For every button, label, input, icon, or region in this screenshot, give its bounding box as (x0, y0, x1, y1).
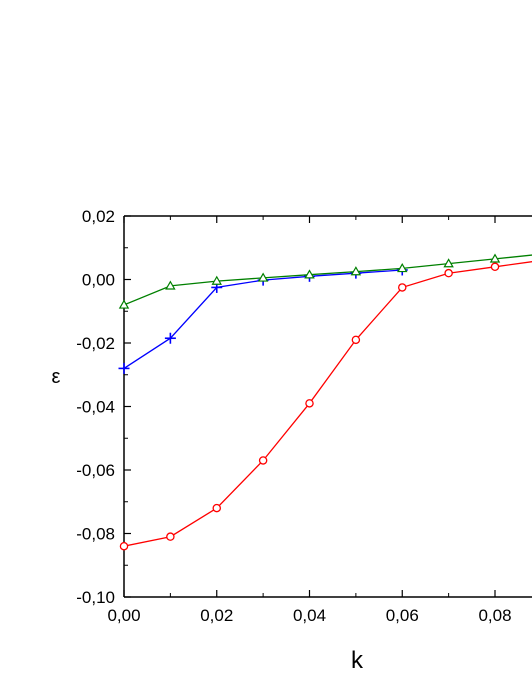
data-point-circle (258, 456, 268, 465)
data-point-triangle (257, 272, 269, 282)
data-point-plus (164, 332, 176, 344)
data-point-circle (119, 541, 129, 551)
series-triangle (118, 253, 532, 309)
x-tick-label: 0,08 (478, 606, 511, 625)
data-point-triangle (489, 253, 501, 263)
y-tick-label: -0,02 (76, 334, 115, 353)
data-point-triangle (118, 299, 130, 309)
data-point-circle (397, 283, 407, 292)
x-tick-label: 0,06 (386, 606, 419, 625)
data-point-plus (118, 362, 130, 374)
y-tick-label: -0,10 (76, 588, 115, 607)
data-point-triangle (165, 280, 176, 290)
x-tick-label: 0,02 (200, 606, 233, 625)
series-line (123, 254, 532, 306)
data-point-circle (490, 262, 500, 272)
x-tick-label: 0,00 (107, 606, 140, 625)
series-circle (119, 261, 532, 551)
data-point-circle (166, 532, 175, 541)
y-tick-label: -0,08 (76, 525, 115, 544)
y-tick-label: -0,06 (76, 461, 115, 480)
data-point-triangle (304, 269, 315, 279)
data-point-circle (212, 503, 221, 513)
axes: 0,020,00-0,02-0,04-0,06-0,08-0,100,00 0,0… (76, 207, 532, 625)
x-tick-label: 0,04 (293, 606, 326, 625)
data-point-triangle (443, 258, 454, 268)
y-tick-label: 0,02 (82, 207, 115, 226)
series-line (123, 261, 532, 547)
data-point-circle (351, 335, 361, 345)
data-point-triangle (397, 262, 408, 273)
series-layer (118, 253, 532, 551)
x-axis-title: k (351, 647, 364, 674)
data-point-triangle (350, 266, 362, 276)
data-point-circle (305, 399, 314, 408)
y-axis-title: ε (52, 366, 61, 388)
y-tick-label: -0,04 (76, 398, 115, 417)
y-tick-label: 0,00 (82, 271, 115, 290)
data-point-circle (444, 268, 453, 278)
data-point-triangle (211, 275, 222, 285)
